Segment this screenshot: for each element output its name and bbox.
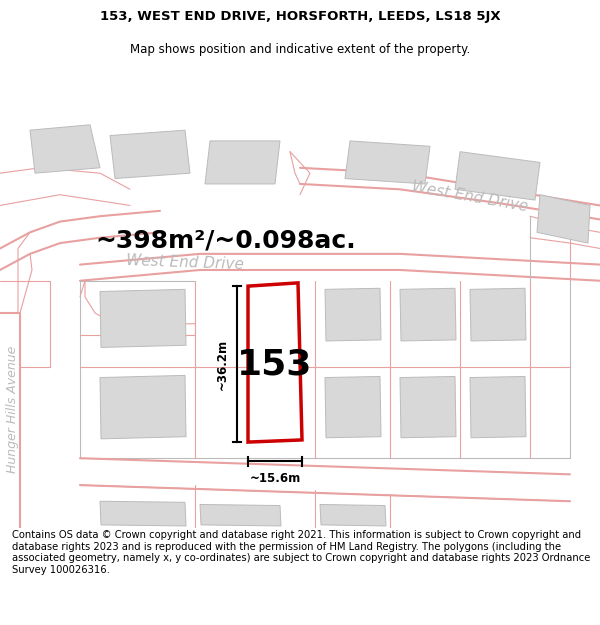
Text: 153: 153 — [238, 348, 313, 382]
Polygon shape — [320, 504, 386, 526]
Polygon shape — [325, 376, 381, 438]
Polygon shape — [30, 125, 100, 173]
Polygon shape — [200, 504, 281, 526]
Polygon shape — [470, 288, 526, 341]
Text: West End Drive: West End Drive — [411, 179, 529, 214]
Text: ~15.6m: ~15.6m — [250, 472, 301, 485]
Polygon shape — [248, 283, 302, 442]
Text: West End Drive: West End Drive — [126, 253, 244, 272]
Polygon shape — [400, 288, 456, 341]
Polygon shape — [345, 141, 430, 184]
Text: Hunger Hills Avenue: Hunger Hills Avenue — [7, 346, 20, 474]
Text: ~398m²/~0.098ac.: ~398m²/~0.098ac. — [95, 229, 356, 253]
Polygon shape — [205, 141, 280, 184]
Text: Map shows position and indicative extent of the property.: Map shows position and indicative extent… — [130, 42, 470, 56]
Text: Contains OS data © Crown copyright and database right 2021. This information is : Contains OS data © Crown copyright and d… — [12, 530, 590, 575]
Polygon shape — [100, 289, 186, 348]
Polygon shape — [100, 376, 186, 439]
Polygon shape — [470, 376, 526, 438]
Polygon shape — [325, 288, 381, 341]
Text: 153, WEST END DRIVE, HORSFORTH, LEEDS, LS18 5JX: 153, WEST END DRIVE, HORSFORTH, LEEDS, L… — [100, 10, 500, 23]
Polygon shape — [455, 152, 540, 200]
Polygon shape — [537, 195, 590, 243]
Text: ~36.2m: ~36.2m — [216, 339, 229, 389]
Polygon shape — [400, 376, 456, 438]
Polygon shape — [110, 130, 190, 179]
Polygon shape — [100, 501, 186, 526]
